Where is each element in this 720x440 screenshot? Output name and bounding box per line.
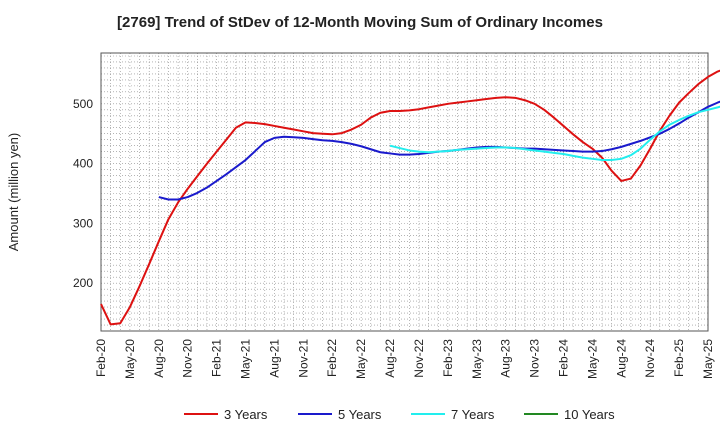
y-tick-label: 400 xyxy=(73,157,93,171)
y-tick-label: 500 xyxy=(73,97,93,111)
chart-title: [2769] Trend of StDev of 12-Month Moving… xyxy=(117,14,603,31)
series-line-3-years xyxy=(100,69,720,326)
x-tick-label: Feb-24 xyxy=(556,339,570,377)
x-tick-label: May-20 xyxy=(123,339,137,379)
x-tick-label: Feb-22 xyxy=(325,339,339,377)
x-tick-label: May-22 xyxy=(354,339,368,379)
legend-label-10-years: 10 Years xyxy=(564,407,615,422)
x-tick-label: Nov-22 xyxy=(412,339,426,378)
x-tick-label: Aug-24 xyxy=(614,339,628,378)
x-tick-label: Aug-22 xyxy=(383,339,397,378)
x-tick-label: Aug-23 xyxy=(499,339,513,378)
series-line-5-years xyxy=(158,100,720,201)
x-tick-label: May-23 xyxy=(470,339,484,379)
x-tick-label: Feb-25 xyxy=(672,339,686,377)
x-tick-label: May-25 xyxy=(701,339,715,379)
legend-label-5-years: 5 Years xyxy=(338,407,382,422)
x-tick-label: Feb-23 xyxy=(441,339,455,377)
series-lines xyxy=(100,69,720,326)
grid xyxy=(101,53,708,331)
x-tick-label: Feb-20 xyxy=(94,339,108,377)
x-tick-label: Feb-21 xyxy=(210,339,224,377)
x-axis-ticks: Feb-20 May-20 Aug-20 Nov-20 Feb-21 May-21 Aug-… xyxy=(94,339,715,379)
x-tick-label: Nov-23 xyxy=(528,339,542,378)
y-axis-ticks: 200 300 400 500 xyxy=(73,97,93,290)
y-tick-label: 200 xyxy=(73,276,93,290)
y-axis-label: Amount (million yen) xyxy=(6,133,21,252)
plot-frame xyxy=(100,52,709,332)
x-tick-label: May-24 xyxy=(585,339,599,379)
series-line-7-years xyxy=(389,105,720,162)
x-tick-label: Nov-20 xyxy=(181,339,195,378)
x-tick-label: Nov-21 xyxy=(296,339,310,378)
x-tick-label: Aug-21 xyxy=(267,339,281,378)
legend-label-3-years: 3 Years xyxy=(224,407,268,422)
x-tick-label: May-21 xyxy=(239,339,253,379)
y-tick-label: 300 xyxy=(73,216,93,230)
legend-label-7-years: 7 Years xyxy=(451,407,495,422)
plot-background xyxy=(101,53,708,331)
legend: 3 Years 5 Years 7 Years 10 Years xyxy=(184,407,615,422)
x-tick-label: Aug-20 xyxy=(152,339,166,378)
x-tick-label: Nov-24 xyxy=(643,339,657,378)
